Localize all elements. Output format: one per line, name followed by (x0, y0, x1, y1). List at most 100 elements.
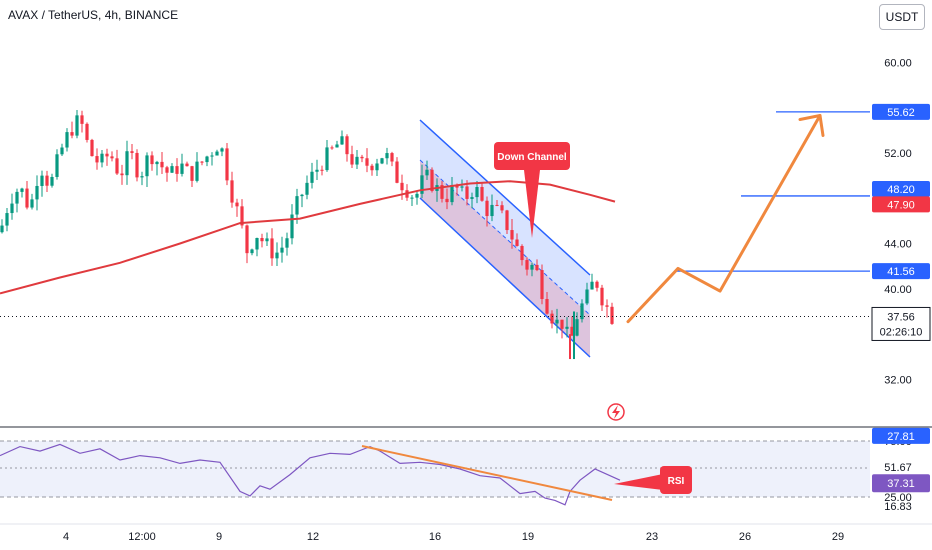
candle (235, 198, 239, 217)
candle (420, 164, 424, 199)
rsi-callout-pointer (614, 474, 663, 490)
candle-body (150, 155, 154, 165)
candle (345, 134, 349, 162)
rsi-callout[interactable]: RSI (614, 466, 692, 494)
candle (600, 284, 604, 311)
candle (470, 192, 474, 209)
candle (100, 150, 104, 168)
candle (10, 193, 14, 220)
candle (155, 160, 159, 176)
candle (25, 180, 29, 210)
price-badge-text: 55.62 (887, 107, 915, 119)
candle-body (155, 161, 159, 165)
candle (325, 139, 329, 172)
candle (80, 110, 84, 133)
candle-body (585, 289, 589, 304)
candle-body (460, 186, 464, 188)
candle (585, 282, 589, 306)
current-price-label: 37.56 (887, 311, 915, 323)
candle-body (230, 180, 234, 203)
moving-average-line[interactable] (0, 180, 616, 295)
candle (490, 194, 494, 222)
candle (200, 161, 204, 166)
candle-body (310, 171, 314, 183)
candle-body (255, 238, 259, 250)
candle-body (330, 147, 334, 149)
candle-body (5, 213, 9, 226)
candle (520, 244, 524, 266)
candle-body (580, 303, 584, 320)
candle-body (105, 153, 109, 157)
candle-body (110, 156, 114, 159)
candle-body (530, 264, 534, 270)
candle (30, 193, 34, 210)
rsi-band (0, 441, 870, 497)
candle (220, 147, 224, 157)
candle-body (205, 156, 209, 163)
channel-upper-line[interactable] (419, 119, 591, 276)
rsi-line[interactable] (0, 443, 621, 506)
candle (165, 165, 169, 182)
candle (145, 152, 149, 188)
candle (415, 191, 419, 205)
time-tick-label: 23 (646, 531, 658, 543)
candle (40, 170, 44, 197)
candle-body (225, 148, 229, 181)
candle-body (515, 239, 519, 246)
candle-body (125, 151, 129, 176)
candle (515, 233, 519, 247)
price-badge-text: 27.81 (887, 431, 915, 443)
price-label-badge: 27.81 (872, 427, 930, 444)
candle (535, 259, 539, 272)
candle-body (30, 199, 34, 208)
price-pane[interactable] (0, 0, 870, 427)
currency-button[interactable]: USDT (879, 4, 925, 30)
candle-body (60, 147, 64, 155)
candle-body (525, 260, 529, 270)
candle-body (170, 166, 174, 173)
candle (540, 264, 544, 305)
rsi-callout-box (660, 466, 692, 494)
candle (300, 193, 304, 208)
candle (555, 308, 559, 334)
candle-body (195, 161, 199, 181)
candle-body (480, 187, 484, 201)
candle-body (605, 305, 609, 307)
candle (310, 162, 314, 189)
candle-body (475, 187, 479, 198)
candle-body (285, 238, 289, 248)
candle (525, 257, 529, 276)
candle-body (335, 144, 339, 148)
price-tick-label: 40.00 (884, 284, 912, 296)
projection-path[interactable] (626, 114, 822, 324)
candle-body (215, 151, 219, 156)
candle (360, 154, 364, 163)
time-tick-label: 16 (429, 531, 441, 543)
candle (180, 153, 184, 177)
candle (545, 291, 549, 315)
projection-arrowhead (798, 114, 825, 138)
time-tick-label: 12:00 (128, 531, 156, 543)
price-badge-text: 48.20 (887, 184, 915, 196)
candle (35, 175, 39, 211)
candle (115, 149, 119, 176)
candle (390, 151, 394, 167)
candle-body (185, 163, 189, 167)
candle (425, 160, 429, 181)
candle-body (20, 188, 24, 192)
candle-body (40, 175, 44, 186)
candle-body (440, 185, 444, 199)
lightning-icon[interactable] (607, 403, 625, 421)
rsi-divergence-line[interactable] (361, 445, 613, 501)
candle-body (160, 161, 164, 168)
down-channel-callout[interactable]: Down Channel (494, 142, 570, 238)
price-label-badge: 47.90 (872, 196, 930, 213)
price-label-badge: 41.56 (872, 263, 930, 280)
price-label-badge: 55.62 (872, 103, 930, 120)
candle (175, 158, 179, 182)
candle-body (75, 115, 79, 136)
candle-body (415, 193, 419, 198)
candle (560, 319, 564, 339)
candle (330, 145, 334, 150)
